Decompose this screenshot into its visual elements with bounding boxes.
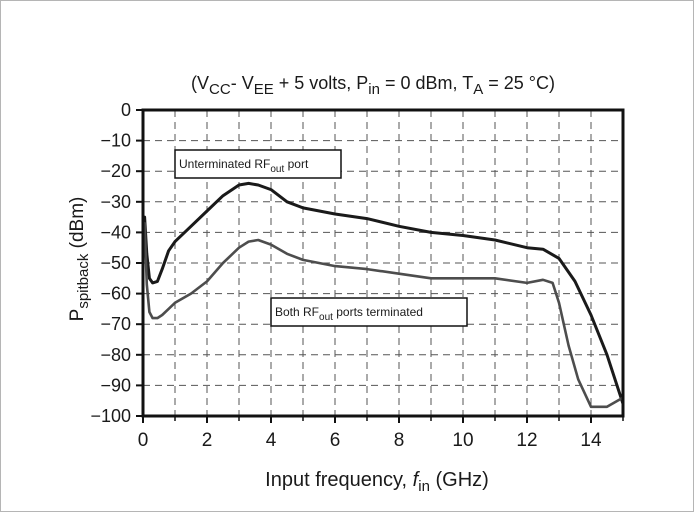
y-tick-label: −70 [100, 314, 131, 334]
annotation-terminated-text: Both RFout ports terminated [275, 305, 423, 323]
annotation-terminated: Both RFout ports terminated [270, 297, 468, 327]
series-lines [143, 181, 625, 409]
y-tick-label: −100 [90, 406, 131, 426]
chart-title: (VCC- VEE + 5 volts, Pin = 0 dBm, TA = 2… [191, 73, 555, 98]
annotation-terminated-box [270, 297, 468, 327]
annotation-unterminated-box [174, 149, 342, 179]
grid [143, 110, 623, 416]
series-line-unterminated [143, 181, 625, 406]
x-tick-label: 8 [394, 430, 405, 451]
x-tick-label: 2 [202, 430, 213, 451]
x-tick-label: 14 [580, 430, 602, 451]
y-tick-label: −90 [100, 375, 131, 395]
x-tick-label: 12 [516, 430, 537, 451]
y-tick-label: −60 [100, 284, 131, 304]
x-tick-labels: 0 2 4 6 8 10 12 14 [138, 430, 602, 451]
y-tick-label: −40 [100, 222, 131, 242]
x-tick-label: 4 [266, 430, 277, 451]
y-tick-label: −10 [100, 131, 131, 151]
x-tick-label: 6 [330, 430, 341, 451]
x-tick-label: 10 [452, 430, 473, 451]
annotation-unterminated-text: Unterminated RFout port [179, 157, 309, 175]
x-tick-label: 0 [138, 430, 149, 451]
y-tick-label: 0 [121, 100, 131, 120]
ticks [136, 109, 624, 423]
y-tick-label: −30 [100, 192, 131, 212]
y-tick-label: −50 [100, 253, 131, 273]
annotation-unterminated: Unterminated RFout port [174, 149, 342, 179]
x-axis-label: Input frequency, fin (GHz) [265, 469, 489, 495]
y-tick-label: −80 [100, 345, 131, 365]
y-axis-label: Pspitback (dBm) [67, 197, 92, 322]
series-line-terminated [143, 221, 625, 409]
y-tick-labels: 0 −10 −20 −30 −40 −50 −60 −70 −80 −90 −100 [90, 100, 131, 426]
y-tick-label: −20 [100, 161, 131, 181]
